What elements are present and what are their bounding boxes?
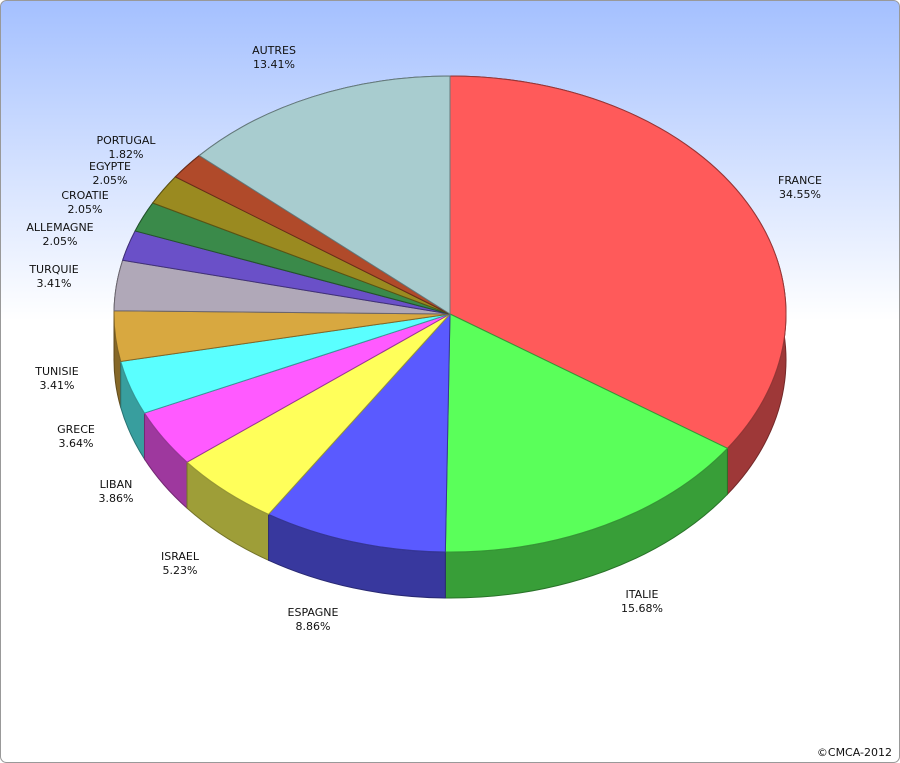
slice-value-label: 3.86%	[99, 492, 134, 505]
slice-label: CROATIE	[61, 189, 108, 202]
slice-label: ISRAEL	[161, 550, 200, 563]
slice-value-label: 5.23%	[163, 564, 198, 577]
slice-label: ALLEMAGNE	[26, 221, 93, 234]
slice-label: FRANCE	[778, 174, 822, 187]
slice-value-label: 2.05%	[93, 174, 128, 187]
slice-value-label: 1.82%	[109, 148, 144, 161]
slice-label: TURQUIE	[28, 263, 78, 276]
slice-label: PORTUGAL	[96, 134, 156, 147]
slice-label: EGYPTE	[89, 160, 131, 173]
slice-label: ESPAGNE	[288, 606, 339, 619]
slice-value-label: 3.41%	[37, 277, 72, 290]
slice-label: ITALIE	[626, 588, 659, 601]
credit: ©CMCA-2012	[817, 746, 892, 759]
slice-value-label: 8.86%	[296, 620, 331, 633]
slice-label: LIBAN	[100, 478, 133, 491]
slice-value-label: 13.41%	[253, 58, 295, 71]
slice-value-label: 3.64%	[59, 437, 94, 450]
slice-value-label: 15.68%	[621, 602, 663, 615]
slice	[267, 312, 451, 553]
slice-label: GRECE	[57, 423, 95, 436]
slice-value-label: 2.05%	[43, 235, 78, 248]
slice	[198, 75, 451, 315]
slice-value-label: 3.41%	[40, 379, 75, 392]
slice	[444, 313, 729, 553]
slice-label: AUTRES	[252, 44, 296, 57]
slice-value-label: 34.55%	[779, 188, 821, 201]
slice-label: TUNISIE	[34, 365, 78, 378]
slice-value-label: 2.05%	[68, 203, 103, 216]
slice	[449, 75, 787, 449]
